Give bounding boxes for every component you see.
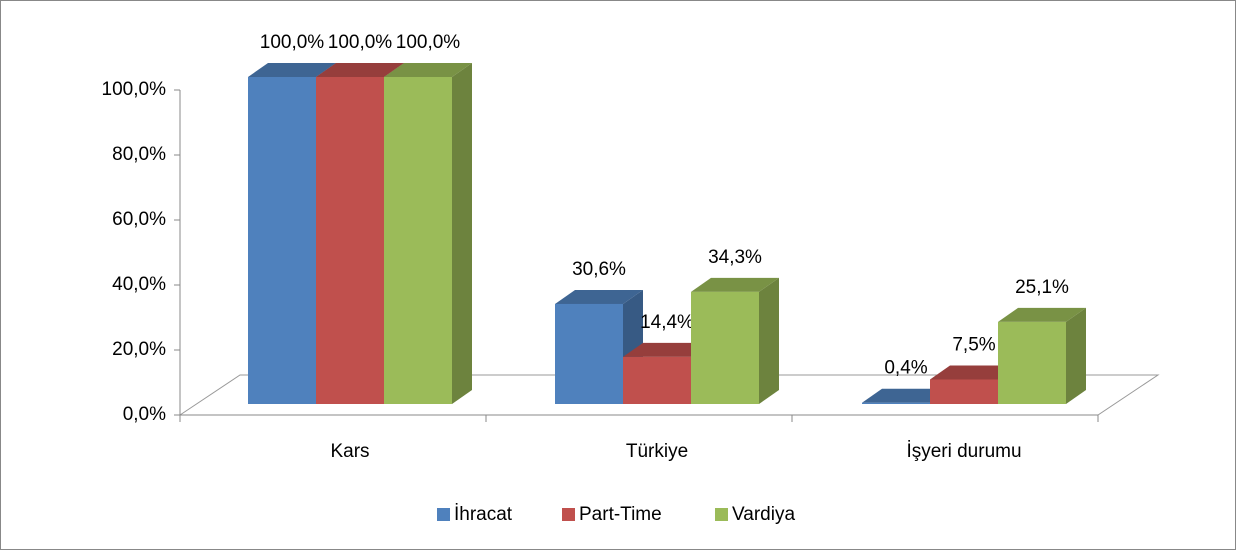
bar [248, 77, 316, 404]
bar [862, 402, 930, 404]
bar-top [555, 289, 643, 304]
legend-label: Part-Time [579, 504, 662, 525]
x-tick-label: İşyeri durumu [906, 441, 1021, 462]
y-tick-label: 80,0% [112, 144, 166, 165]
x-tick-label: Türkiye [626, 441, 688, 462]
y-tick-label: 100,0% [102, 79, 167, 100]
legend-swatch [715, 508, 728, 521]
x-tick-label: Kars [330, 441, 369, 462]
legend-label: Vardiya [732, 504, 795, 525]
bar-side [1066, 307, 1086, 404]
legend-swatch [437, 508, 450, 521]
data-label: 14,4% [640, 312, 694, 333]
bar [930, 379, 998, 404]
data-label: 0,4% [884, 358, 927, 379]
bar-top [316, 63, 404, 77]
data-label: 100,0% [260, 32, 325, 53]
bar [623, 356, 691, 404]
bar [555, 303, 623, 404]
bar [998, 321, 1066, 404]
data-label: 30,6% [572, 259, 626, 280]
bar-top [248, 63, 336, 77]
bar [384, 77, 452, 404]
legend-swatch [562, 508, 575, 521]
legend-label: İhracat [454, 504, 513, 525]
bar-side [452, 63, 472, 404]
y-tick-label: 20,0% [112, 339, 166, 360]
bar-top [998, 307, 1086, 322]
bar-top [691, 277, 779, 292]
data-label: 7,5% [952, 334, 995, 355]
data-label: 100,0% [328, 32, 393, 53]
y-tick-label: 60,0% [112, 209, 166, 230]
bar-top [384, 63, 472, 77]
data-label: 100,0% [396, 32, 461, 53]
y-tick-label: 40,0% [112, 274, 166, 295]
bar-side [759, 277, 779, 404]
bar [316, 77, 384, 404]
bar-top [623, 342, 711, 357]
bar-top [862, 388, 950, 403]
data-label: 34,3% [708, 247, 762, 268]
data-label: 25,1% [1015, 277, 1069, 298]
y-tick-label: 0,0% [123, 404, 166, 425]
bar [691, 291, 759, 404]
bar-top [930, 365, 1018, 380]
